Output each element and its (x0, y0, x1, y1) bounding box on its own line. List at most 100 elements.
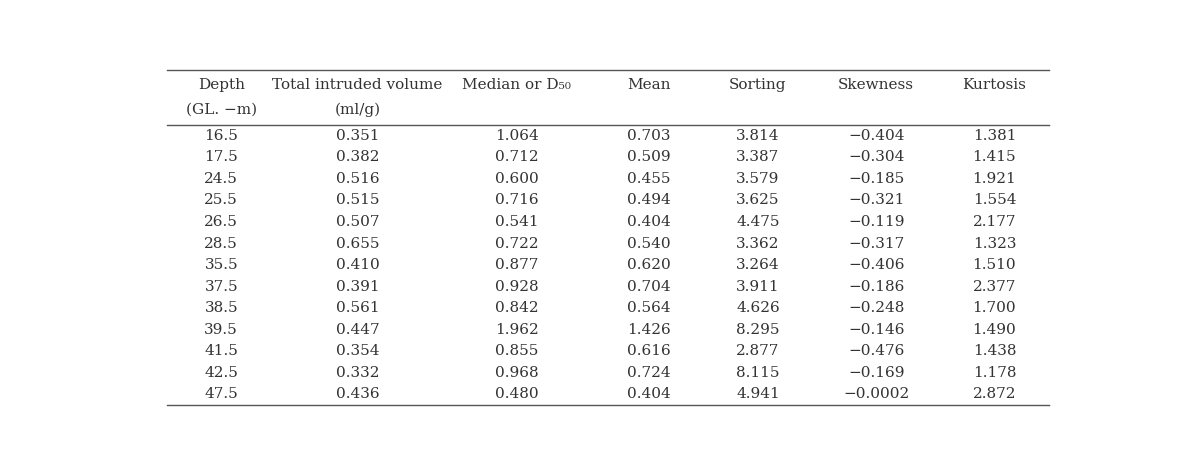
Text: −0.406: −0.406 (848, 258, 905, 272)
Text: 37.5: 37.5 (204, 280, 238, 294)
Text: 0.540: 0.540 (627, 237, 670, 250)
Text: 0.724: 0.724 (627, 366, 670, 380)
Text: 0.455: 0.455 (627, 172, 670, 186)
Text: 0.564: 0.564 (627, 301, 670, 315)
Text: 0.507: 0.507 (336, 215, 380, 229)
Text: 8.295: 8.295 (737, 323, 779, 337)
Text: 1.700: 1.700 (973, 301, 1016, 315)
Text: 1.178: 1.178 (973, 366, 1016, 380)
Text: −0.119: −0.119 (848, 215, 905, 229)
Text: Median or D₅₀: Median or D₅₀ (463, 78, 572, 92)
Text: 0.703: 0.703 (627, 129, 670, 143)
Text: 4.475: 4.475 (737, 215, 779, 229)
Text: −0.146: −0.146 (848, 323, 905, 337)
Text: 0.704: 0.704 (627, 280, 670, 294)
Text: Sorting: Sorting (729, 78, 786, 92)
Text: 1.510: 1.510 (973, 258, 1016, 272)
Text: 0.351: 0.351 (336, 129, 380, 143)
Text: 0.877: 0.877 (496, 258, 538, 272)
Text: 1.962: 1.962 (495, 323, 538, 337)
Text: 0.541: 0.541 (495, 215, 538, 229)
Text: 0.447: 0.447 (336, 323, 380, 337)
Text: 1.064: 1.064 (495, 129, 538, 143)
Text: 1.323: 1.323 (973, 237, 1016, 250)
Text: −0.186: −0.186 (848, 280, 905, 294)
Text: 0.404: 0.404 (627, 215, 670, 229)
Text: 16.5: 16.5 (204, 129, 238, 143)
Text: −0.317: −0.317 (848, 237, 904, 250)
Text: −0.404: −0.404 (848, 129, 905, 143)
Text: 0.655: 0.655 (336, 237, 380, 250)
Text: 41.5: 41.5 (204, 344, 238, 358)
Text: Depth: Depth (198, 78, 244, 92)
Text: 0.600: 0.600 (495, 172, 538, 186)
Text: 38.5: 38.5 (204, 301, 238, 315)
Text: 0.855: 0.855 (496, 344, 538, 358)
Text: 39.5: 39.5 (204, 323, 238, 337)
Text: 26.5: 26.5 (204, 215, 238, 229)
Text: 0.616: 0.616 (627, 344, 670, 358)
Text: 0.561: 0.561 (336, 301, 380, 315)
Text: −0.169: −0.169 (848, 366, 905, 380)
Text: 0.391: 0.391 (336, 280, 380, 294)
Text: 28.5: 28.5 (204, 237, 238, 250)
Text: 3.362: 3.362 (737, 237, 779, 250)
Text: −0.321: −0.321 (848, 194, 905, 207)
Text: 47.5: 47.5 (204, 387, 238, 401)
Text: 3.814: 3.814 (737, 129, 779, 143)
Text: 1.554: 1.554 (973, 194, 1016, 207)
Text: 35.5: 35.5 (204, 258, 238, 272)
Text: 8.115: 8.115 (737, 366, 779, 380)
Text: 0.332: 0.332 (336, 366, 380, 380)
Text: 0.382: 0.382 (336, 150, 380, 164)
Text: (ml/g): (ml/g) (334, 102, 381, 117)
Text: Mean: Mean (627, 78, 670, 92)
Text: 0.516: 0.516 (336, 172, 380, 186)
Text: 3.911: 3.911 (737, 280, 779, 294)
Text: 0.410: 0.410 (336, 258, 380, 272)
Text: 0.968: 0.968 (495, 366, 538, 380)
Text: 0.928: 0.928 (495, 280, 538, 294)
Text: 0.480: 0.480 (495, 387, 538, 401)
Text: 0.712: 0.712 (495, 150, 538, 164)
Text: 0.842: 0.842 (495, 301, 538, 315)
Text: 3.387: 3.387 (737, 150, 779, 164)
Text: 0.354: 0.354 (336, 344, 380, 358)
Text: 0.722: 0.722 (495, 237, 538, 250)
Text: 0.494: 0.494 (627, 194, 670, 207)
Text: 0.620: 0.620 (627, 258, 670, 272)
Text: 3.579: 3.579 (737, 172, 779, 186)
Text: 17.5: 17.5 (204, 150, 238, 164)
Text: 42.5: 42.5 (204, 366, 238, 380)
Text: 1.381: 1.381 (973, 129, 1016, 143)
Text: 0.515: 0.515 (336, 194, 380, 207)
Text: −0.248: −0.248 (848, 301, 905, 315)
Text: 25.5: 25.5 (204, 194, 238, 207)
Text: 1.921: 1.921 (973, 172, 1016, 186)
Text: 0.716: 0.716 (495, 194, 538, 207)
Text: Kurtosis: Kurtosis (963, 78, 1026, 92)
Text: −0.304: −0.304 (848, 150, 905, 164)
Text: 2.377: 2.377 (973, 280, 1016, 294)
Text: −0.476: −0.476 (848, 344, 905, 358)
Text: 4.941: 4.941 (737, 387, 780, 401)
Text: 0.509: 0.509 (627, 150, 670, 164)
Text: 0.404: 0.404 (627, 387, 670, 401)
Text: 1.426: 1.426 (627, 323, 670, 337)
Text: Skewness: Skewness (839, 78, 914, 92)
Text: 1.415: 1.415 (973, 150, 1016, 164)
Text: 2.177: 2.177 (973, 215, 1016, 229)
Text: 3.625: 3.625 (737, 194, 779, 207)
Text: 24.5: 24.5 (204, 172, 238, 186)
Text: 1.490: 1.490 (973, 323, 1016, 337)
Text: 3.264: 3.264 (737, 258, 779, 272)
Text: 0.436: 0.436 (336, 387, 380, 401)
Text: −0.185: −0.185 (848, 172, 904, 186)
Text: (GL. −m): (GL. −m) (186, 103, 257, 117)
Text: 2.877: 2.877 (737, 344, 779, 358)
Text: −0.0002: −0.0002 (843, 387, 910, 401)
Text: 2.872: 2.872 (973, 387, 1016, 401)
Text: Total intruded volume: Total intruded volume (273, 78, 442, 92)
Text: 4.626: 4.626 (737, 301, 780, 315)
Text: 1.438: 1.438 (973, 344, 1016, 358)
